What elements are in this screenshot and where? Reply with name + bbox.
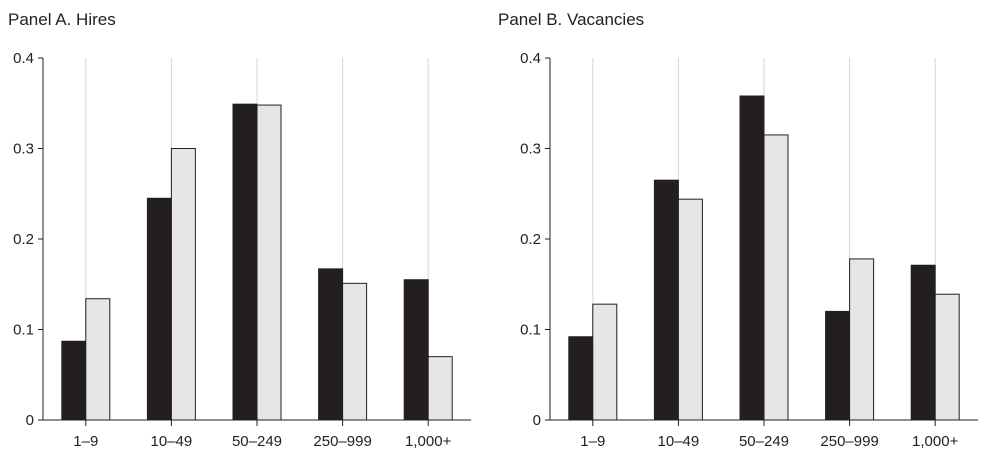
panel-b-bar-series2-4 (934, 293, 960, 421)
panel-a-bar-series1-1 (146, 197, 172, 421)
panel-b-y-tick-label: 0.2 (520, 231, 541, 248)
panel-a-y-tick-label: 0.2 (13, 231, 34, 248)
panel-a-bar-series2-3 (342, 282, 368, 421)
panel-a-x-tick-label: 1–9 (73, 433, 98, 450)
panel-b-bar-series1-2 (739, 95, 765, 421)
panel-a-title: Panel A. Hires (8, 10, 116, 29)
panel-b-x-tick-label: 1–9 (580, 433, 605, 450)
panel-a-chart: 0 0.1 0.2 0.3 0.4 1–9 10–49 50–249 250–999 1,000+ (13, 50, 471, 450)
panel-a-x-tick-label: 50–249 (232, 433, 282, 450)
panel-a-x-tick-label: 1,000+ (405, 433, 452, 450)
panel-a-y-tick-label: 0.3 (13, 141, 34, 158)
panel-a-hires: Panel A. Hires 0 0.1 0.2 0.3 0.4 1–9 10–49 50–2… (0, 0, 490, 457)
panel-b-bar-series2-1 (677, 198, 703, 421)
panel-b-y-tick-label: 0.4 (520, 50, 541, 67)
panel-a-bar-series2-1 (170, 148, 196, 421)
panel-b-bar-series2-2 (763, 134, 789, 421)
panel-a-bar-series1-4 (403, 279, 429, 421)
panel-b-y-tick-label: 0 (533, 412, 541, 429)
panel-a-x-tick-label: 250–999 (313, 433, 371, 450)
panel-b-bar-series1-3 (825, 310, 851, 421)
panel-a-bar-series1-0 (61, 340, 87, 421)
panel-a-bar-series2-4 (427, 356, 453, 421)
panel-b-y-tick-label: 0.3 (520, 141, 541, 158)
panel-a-y-tick-label: 0.1 (13, 322, 34, 339)
panel-a-bar-series2-2 (256, 104, 282, 421)
panel-b-y-tick-label: 0.1 (520, 322, 541, 339)
panel-b-bar-series2-0 (592, 303, 618, 421)
panel-b-bar-series1-1 (653, 179, 679, 421)
panel-b-bar-series1-0 (568, 336, 594, 421)
panel-a-x-tick-label: 10–49 (151, 433, 193, 450)
panel-b-x-tick-label: 1,000+ (912, 433, 959, 450)
panel-a-bar-series1-2 (232, 103, 258, 421)
panel-a-y-tick-label: 0.4 (13, 50, 34, 67)
panel-b-x-tick-label: 10–49 (658, 433, 700, 450)
panel-b-x-tick-label: 50–249 (739, 433, 789, 450)
panel-b-vacancies: Panel B. Vacancies 0 0.1 0.2 0.3 0.4 1–9 10–49… (490, 0, 980, 457)
panel-a-y-tick-label: 0 (26, 412, 34, 429)
panel-b-x-tick-label: 250–999 (820, 433, 878, 450)
panel-b-title: Panel B. Vacancies (498, 10, 645, 29)
panel-b-bar-series2-3 (849, 258, 875, 421)
panel-b-chart: 0 0.1 0.2 0.3 0.4 1–9 10–49 50–249 250–999 1,000+ (520, 50, 978, 450)
panel-b-bar-series1-4 (910, 264, 936, 421)
panel-a-bar-series2-0 (85, 298, 111, 421)
panel-a-bar-series1-3 (318, 268, 344, 421)
